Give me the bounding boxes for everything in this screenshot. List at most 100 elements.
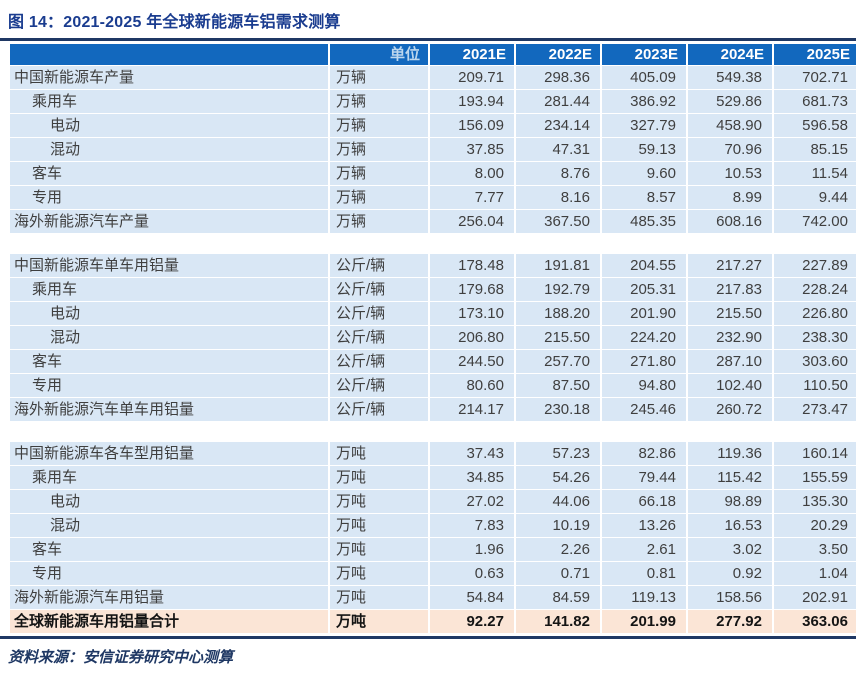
row-label-cell: 全球新能源车用铝量合计 <box>10 610 328 633</box>
unit-cell: 万吨 <box>330 442 428 465</box>
value-cell: 201.90 <box>602 302 686 325</box>
value-cell: 193.94 <box>430 90 514 113</box>
value-cell: 110.50 <box>774 374 856 397</box>
year-column-header: 2024E <box>688 44 772 65</box>
section-spacer-row <box>10 234 856 253</box>
row-label-cell: 客车 <box>10 162 328 185</box>
row-label-cell: 海外新能源汽车用铝量 <box>10 586 328 609</box>
value-cell: 215.50 <box>516 326 600 349</box>
value-cell: 230.18 <box>516 398 600 421</box>
value-cell: 458.90 <box>688 114 772 137</box>
value-cell: 281.44 <box>516 90 600 113</box>
table-row: 乘用车 万辆 193.94 281.44 386.92 529.86 681.7… <box>10 90 856 113</box>
table-row: 海外新能源汽车用铝量 万吨 54.84 84.59 119.13 158.56 … <box>10 586 856 609</box>
value-cell: 529.86 <box>688 90 772 113</box>
unit-cell: 公斤/辆 <box>330 302 428 325</box>
value-cell: 244.50 <box>430 350 514 373</box>
table-row: 混动 万辆 37.85 47.31 59.13 70.96 85.15 <box>10 138 856 161</box>
value-cell: 37.85 <box>430 138 514 161</box>
unit-cell: 公斤/辆 <box>330 374 428 397</box>
unit-cell: 公斤/辆 <box>330 326 428 349</box>
row-label-cell: 中国新能源车单车用铝量 <box>10 254 328 277</box>
source-note: 资料来源：安信证券研究中心测算 <box>8 650 234 666</box>
table-row: 混动 万吨 7.83 10.19 13.26 16.53 20.29 <box>10 514 856 537</box>
row-label-cell: 混动 <box>10 326 328 349</box>
value-cell: 47.31 <box>516 138 600 161</box>
table-row: 电动 公斤/辆 173.10 188.20 201.90 215.50 226.… <box>10 302 856 325</box>
value-cell: 85.15 <box>774 138 856 161</box>
value-cell: 13.26 <box>602 514 686 537</box>
year-column-header: 2021E <box>430 44 514 65</box>
value-cell: 386.92 <box>602 90 686 113</box>
unit-cell: 公斤/辆 <box>330 278 428 301</box>
unit-column-header: 单位 <box>330 44 428 65</box>
unit-cell: 万吨 <box>330 562 428 585</box>
table-row: 客车 万吨 1.96 2.26 2.61 3.02 3.50 <box>10 538 856 561</box>
row-label-cell: 专用 <box>10 186 328 209</box>
value-cell: 115.42 <box>688 466 772 489</box>
unit-cell: 万吨 <box>330 610 428 633</box>
row-label-cell: 海外新能源汽车产量 <box>10 210 328 233</box>
table-row: 乘用车 公斤/辆 179.68 192.79 205.31 217.83 228… <box>10 278 856 301</box>
value-cell: 608.16 <box>688 210 772 233</box>
value-cell: 156.09 <box>430 114 514 137</box>
figure-title: 图 14：2021-2025 年全球新能源车铝需求测算 <box>8 14 341 31</box>
row-label-cell: 中国新能源车各车型用铝量 <box>10 442 328 465</box>
value-cell: 54.26 <box>516 466 600 489</box>
value-cell: 7.83 <box>430 514 514 537</box>
unit-cell: 万吨 <box>330 514 428 537</box>
table-row: 电动 万辆 156.09 234.14 327.79 458.90 596.58 <box>10 114 856 137</box>
row-label-cell: 专用 <box>10 374 328 397</box>
value-cell: 0.71 <box>516 562 600 585</box>
value-cell: 367.50 <box>516 210 600 233</box>
value-cell: 206.80 <box>430 326 514 349</box>
table-row: 乘用车 万吨 34.85 54.26 79.44 115.42 155.59 <box>10 466 856 489</box>
unit-cell: 万辆 <box>330 162 428 185</box>
value-cell: 11.54 <box>774 162 856 185</box>
row-label-cell: 客车 <box>10 350 328 373</box>
unit-cell: 万吨 <box>330 538 428 561</box>
value-cell: 8.16 <box>516 186 600 209</box>
value-cell: 287.10 <box>688 350 772 373</box>
row-label-cell: 中国新能源车产量 <box>10 66 328 89</box>
value-cell: 226.80 <box>774 302 856 325</box>
value-cell: 102.40 <box>688 374 772 397</box>
value-cell: 87.50 <box>516 374 600 397</box>
value-cell: 44.06 <box>516 490 600 513</box>
value-cell: 188.20 <box>516 302 600 325</box>
value-cell: 9.44 <box>774 186 856 209</box>
table-row: 混动 公斤/辆 206.80 215.50 224.20 232.90 238.… <box>10 326 856 349</box>
table-row: 电动 万吨 27.02 44.06 66.18 98.89 135.30 <box>10 490 856 513</box>
value-cell: 119.36 <box>688 442 772 465</box>
value-cell: 191.81 <box>516 254 600 277</box>
value-cell: 201.99 <box>602 610 686 633</box>
table-row: 海外新能源汽车产量 万辆 256.04 367.50 485.35 608.16… <box>10 210 856 233</box>
value-cell: 405.09 <box>602 66 686 89</box>
value-cell: 256.04 <box>430 210 514 233</box>
value-cell: 327.79 <box>602 114 686 137</box>
value-cell: 37.43 <box>430 442 514 465</box>
value-cell: 59.13 <box>602 138 686 161</box>
value-cell: 79.44 <box>602 466 686 489</box>
row-label-cell: 电动 <box>10 114 328 137</box>
value-cell: 596.58 <box>774 114 856 137</box>
table-row: 客车 公斤/辆 244.50 257.70 271.80 287.10 303.… <box>10 350 856 373</box>
value-cell: 228.24 <box>774 278 856 301</box>
row-label-cell: 电动 <box>10 302 328 325</box>
unit-cell: 公斤/辆 <box>330 350 428 373</box>
value-cell: 702.71 <box>774 66 856 89</box>
row-label-cell: 混动 <box>10 138 328 161</box>
value-cell: 1.04 <box>774 562 856 585</box>
value-cell: 158.56 <box>688 586 772 609</box>
value-cell: 160.14 <box>774 442 856 465</box>
value-cell: 173.10 <box>430 302 514 325</box>
value-cell: 363.06 <box>774 610 856 633</box>
row-label-cell: 混动 <box>10 514 328 537</box>
value-cell: 298.36 <box>516 66 600 89</box>
value-cell: 179.68 <box>430 278 514 301</box>
table-row: 中国新能源车单车用铝量 公斤/辆 178.48 191.81 204.55 21… <box>10 254 856 277</box>
value-cell: 1.96 <box>430 538 514 561</box>
value-cell: 260.72 <box>688 398 772 421</box>
value-cell: 232.90 <box>688 326 772 349</box>
value-cell: 485.35 <box>602 210 686 233</box>
